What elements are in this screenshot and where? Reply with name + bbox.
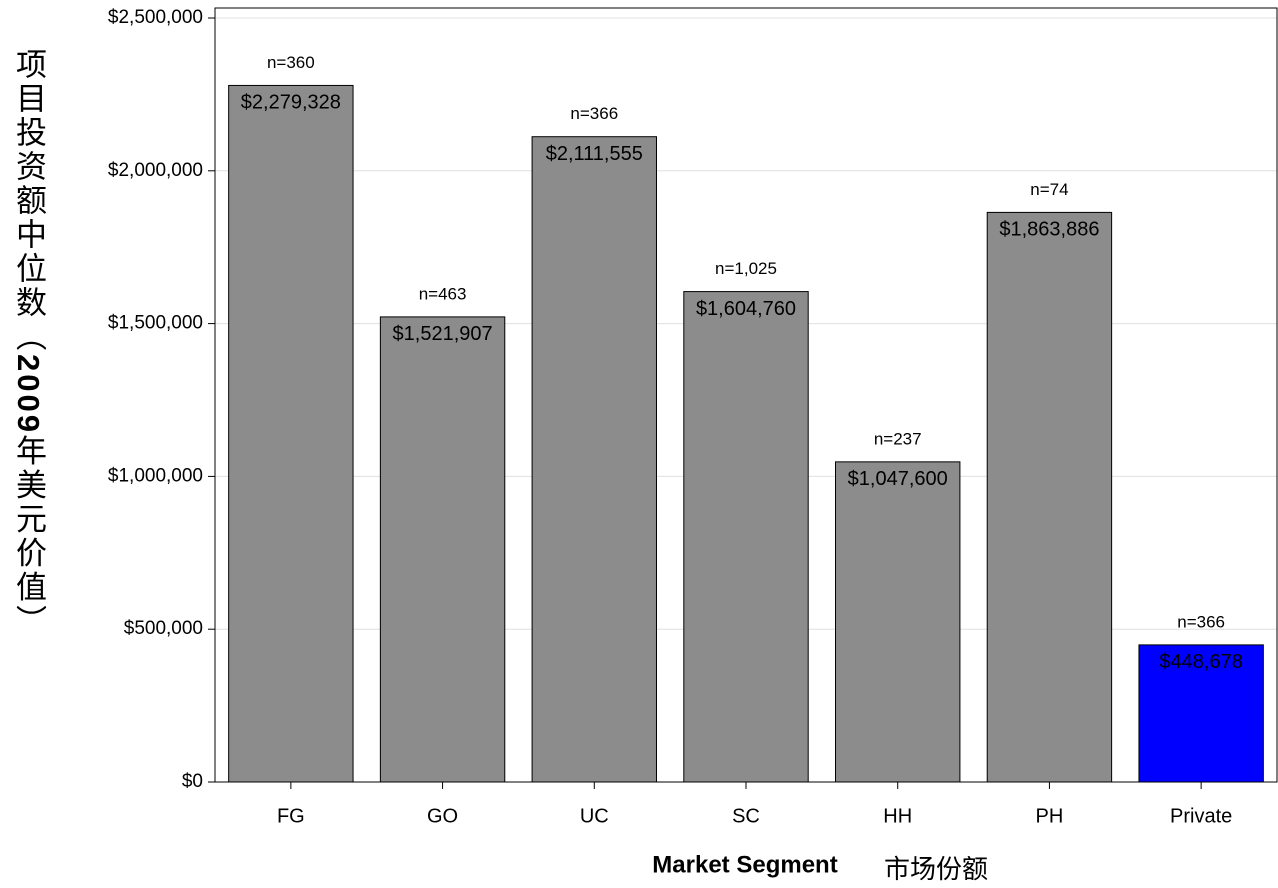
y-tick-label: $2,000,000 [108,160,203,181]
count-label: n=237 [874,429,922,448]
bar [986,211,1113,783]
bar [379,316,506,783]
count-label: n=366 [1177,612,1225,631]
bar [683,291,809,783]
count-label: n=1,025 [715,259,777,278]
x-axis-label-cn: 市场份额 [884,855,988,884]
value-label: $1,521,907 [393,323,493,345]
bar [228,84,354,783]
x-tick-label: FG [277,805,305,827]
y-label-part: 年美元价值） [10,434,46,639]
bar [531,136,657,783]
y-label-part: 2009 [11,354,46,435]
y-tick-label: $0 [182,771,203,792]
value-label: $2,111,555 [546,143,643,165]
value-label: $2,279,328 [241,92,341,114]
value-label: $1,604,760 [696,298,796,320]
y-tick-label: $1,000,000 [108,465,203,486]
x-tick-label: GO [427,805,458,827]
value-label: $1,863,886 [999,219,1099,241]
value-label: $1,047,600 [848,468,948,490]
count-label: n=463 [419,284,467,303]
value-label: $448,678 [1159,651,1242,673]
x-tick-label: PH [1036,805,1064,827]
x-axis-label: Market Segment [652,851,837,878]
count-label: n=360 [267,53,315,72]
x-tick-label: UC [580,805,609,827]
y-tick-label: $500,000 [124,618,203,639]
count-label: n=74 [1030,180,1068,199]
x-tick-label: Private [1170,805,1232,827]
count-label: n=366 [570,104,618,123]
bar [835,461,961,783]
y-tick-label: $2,500,000 [108,7,203,28]
y-label-part: 项目投资额中位数（ [10,48,46,354]
x-tick-label: HH [883,805,912,827]
y-axis-label: 项目投资额中位数（2009年美元价值） [8,48,48,639]
y-tick-label: $1,500,000 [108,313,203,334]
bar [1138,644,1264,783]
x-tick-label: SC [732,805,760,827]
